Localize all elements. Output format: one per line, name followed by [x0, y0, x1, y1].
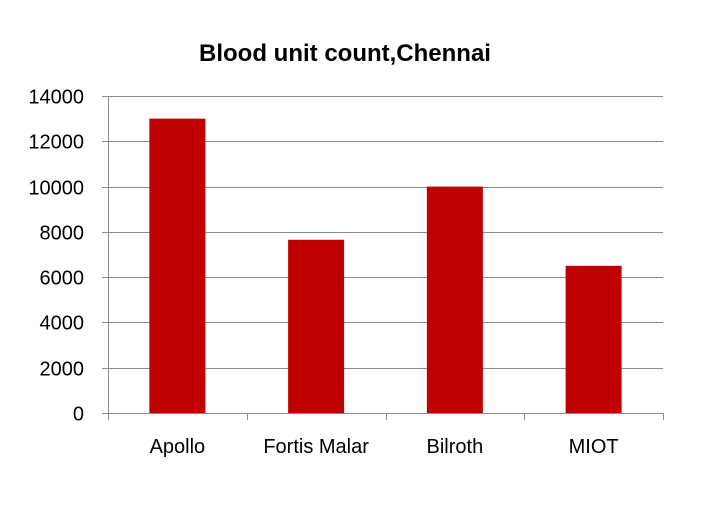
chart-title: Blood unit count,Chennai [199, 40, 491, 67]
y-tick-label: 2000 [40, 359, 85, 381]
bar-bilroth [426, 186, 483, 413]
y-tick-labels: 0 2000 4000 6000 8000 10000 12000 14000 [28, 87, 84, 426]
bar-fortis-malar [288, 239, 345, 413]
y-tick-label: 14000 [28, 87, 84, 109]
x-tick-label: MIOT [569, 436, 619, 458]
y-tick-label: 6000 [40, 268, 85, 290]
y-tick-label: 0 [73, 404, 84, 426]
y-tick-label: 12000 [28, 132, 84, 154]
bars [149, 118, 622, 414]
x-tick-labels: Apollo Fortis Malar Bilroth MIOT [150, 436, 619, 458]
x-tick-label: Apollo [150, 436, 206, 458]
x-tick-label: Fortis Malar [263, 436, 369, 458]
y-tick-label: 10000 [28, 178, 84, 200]
y-tick-label: 4000 [40, 313, 85, 335]
axes [102, 96, 664, 420]
y-tick-label: 8000 [40, 223, 85, 245]
bar-miot [565, 265, 622, 413]
bar-apollo [149, 118, 206, 414]
x-tick-label: Bilroth [427, 436, 484, 458]
